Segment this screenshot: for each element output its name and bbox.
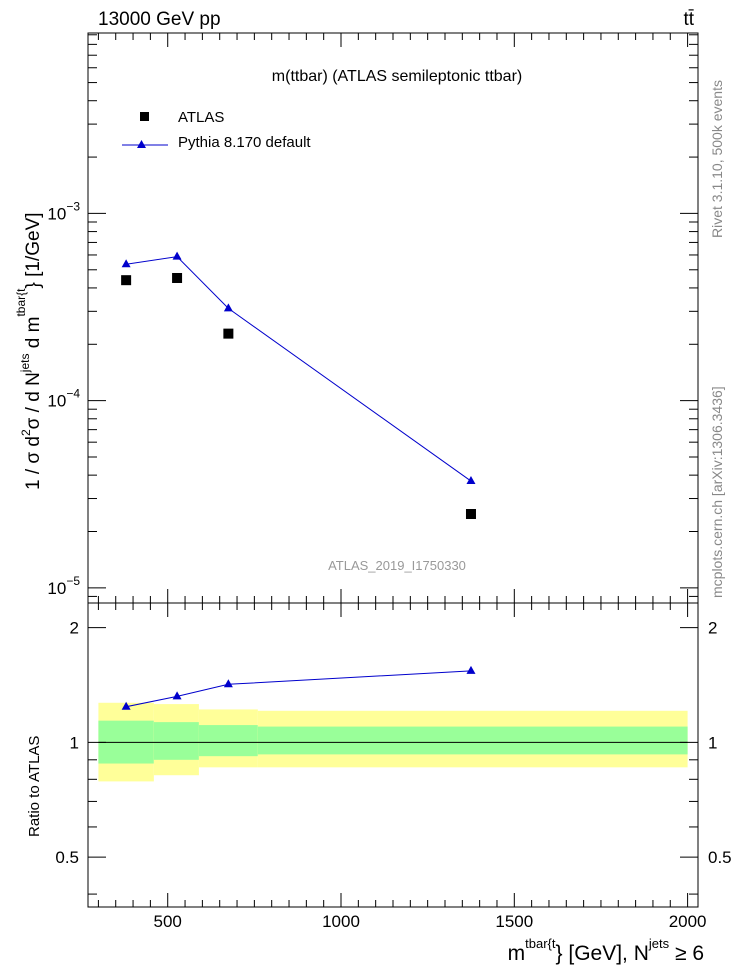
pythia-point	[223, 303, 233, 312]
main-panel: m(ttbar) (ATLAS semileptonic ttbar) ATLA…	[14, 32, 699, 604]
pythia-line	[126, 256, 472, 482]
ratio-band-inner	[257, 726, 688, 755]
legend: ATLAS Pythia 8.170 default	[122, 109, 311, 151]
main-series-markers	[121, 251, 476, 520]
ratio-y-tick-label: 1	[70, 733, 79, 752]
ratio-band-inner	[153, 722, 199, 760]
ratio-series-lines	[126, 670, 472, 708]
main-y-tick-label: 10−4	[47, 387, 80, 411]
ratio-pythia-point	[466, 665, 476, 674]
x-tick-label: 500	[154, 912, 182, 931]
ratio-y-tick-label: 2	[70, 619, 79, 638]
ratio-pythia-point	[223, 679, 233, 688]
atlas-point	[465, 509, 476, 520]
side-label-rivet: Rivet 3.1.10, 500k events	[709, 80, 725, 238]
main-watermark: ATLAS_2019_I1750330	[328, 558, 466, 573]
x-tick-label: 1500	[495, 912, 533, 931]
legend-atlas-label: ATLAS	[178, 109, 224, 126]
atlas-point	[223, 328, 234, 339]
x-tick-label: 2000	[669, 912, 707, 931]
main-y-tick-label: 10−3	[47, 199, 80, 223]
pythia-point	[172, 251, 182, 260]
header-left: 13000 GeV pp	[98, 9, 221, 30]
ratio-minor-ticks	[97, 603, 689, 907]
side-label-mcplots: mcplots.cern.ch [arXiv:1306.3436]	[709, 386, 725, 598]
main-y-ticks: 10−3 10−4 10−5	[47, 34, 698, 598]
ratio-band-inner	[198, 725, 258, 757]
ratio-panel: Ratio to ATLAS 0.5 0.5 1 1 2 2 500 1000 1500 200…	[26, 602, 732, 965]
legend-pythia-label: Pythia 8.170 default	[178, 134, 311, 151]
ratio-pythia-point	[121, 701, 131, 710]
header-right: tt̄	[683, 9, 694, 30]
atlas-point	[121, 275, 132, 286]
main-title: m(ttbar) (ATLAS semileptonic ttbar)	[272, 68, 522, 85]
atlas-point	[172, 272, 183, 283]
ratio-y-tick-label-right: 1	[708, 733, 717, 752]
main-series-lines	[126, 256, 472, 482]
main-minor-ticks	[97, 33, 689, 603]
ratio-y-ticks: 0.5 0.5 1 1 2 2	[55, 619, 732, 895]
ratio-series-markers	[121, 665, 476, 710]
ratio-pythia-line	[126, 670, 472, 708]
pythia-point	[121, 259, 131, 268]
main-y-tick-label: 10−5	[47, 574, 80, 598]
ratio-y-tick-label-right: 2	[708, 619, 717, 638]
ratio-y-tick-label: 0.5	[55, 848, 79, 867]
x-tick-label: 1000	[322, 912, 360, 931]
x-axis-label: mtbar{t} [GeV], Njets ≥ 6	[508, 936, 704, 965]
ratio-frame	[87, 602, 699, 908]
ratio-x-ticks: 500 1000 1500 2000	[154, 912, 707, 931]
pythia-point	[466, 476, 476, 485]
legend-atlas-marker	[140, 112, 149, 121]
legend-pythia-marker	[137, 140, 146, 148]
ratio-y-tick-label-right: 0.5	[708, 848, 732, 867]
ratio-pythia-point	[172, 691, 182, 700]
main-y-axis-label: 1 / σ d2σ / d Njets d mtbar{t} [1/GeV]	[14, 212, 44, 490]
ratio-y-axis-label: Ratio to ATLAS	[26, 736, 43, 837]
